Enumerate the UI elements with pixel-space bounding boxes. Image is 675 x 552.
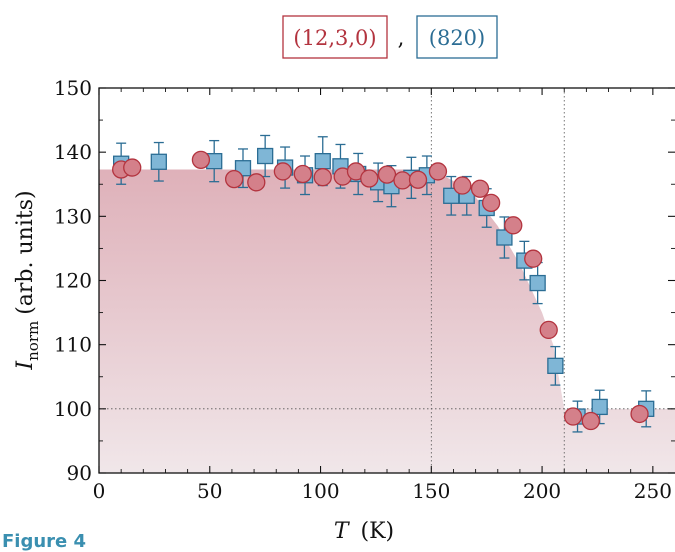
y-tick-label-110: 110 (54, 333, 92, 357)
y-tick-label-140: 140 (54, 140, 92, 164)
data-point-circle-6 (273, 162, 293, 181)
x-axis-symbol: T (334, 519, 351, 543)
data-point-circle-7 (293, 164, 312, 184)
y-tick-label-120: 120 (54, 269, 92, 293)
data-point-square-21 (547, 357, 564, 374)
data-point-circle-12 (377, 165, 397, 184)
x-tick-label-0: 0 (93, 479, 106, 503)
data-point-square-2 (150, 153, 167, 170)
data-point-circle-17 (470, 179, 490, 198)
y-axis-symbol: I (13, 360, 38, 371)
data-point-circle-16 (453, 176, 472, 195)
data-point-square-5 (257, 147, 274, 165)
x-tick-label-150: 150 (412, 479, 450, 503)
legend-box-series-1 (282, 15, 388, 59)
data-point-circle-23 (581, 411, 600, 431)
x-axis-unit: (K) (361, 519, 395, 543)
x-tick-label-200: 200 (523, 479, 561, 503)
y-axis-subscript: norm (24, 321, 42, 361)
data-point-circle-19 (504, 216, 523, 235)
data-point-circle-2 (123, 158, 142, 177)
data-point-square-20 (529, 274, 546, 292)
y-axis-title: Inorm (arb. units) (13, 190, 42, 370)
data-point-circle-5 (247, 173, 266, 192)
data-point-circle-20 (524, 249, 543, 268)
data-point-circle-11 (360, 169, 379, 188)
axes: 0 50 100 150 200 250 90 100 110 120 130 140 150 (54, 76, 675, 503)
figure-caption: Figure 4 (2, 531, 87, 552)
data-point-circle-8 (313, 168, 332, 187)
y-axis-unit: (arb. units) (13, 190, 38, 314)
data-point-circle-24 (630, 404, 649, 424)
data-point-circle-14 (408, 170, 428, 189)
legend-label-series-1: (12,3,0) (293, 26, 376, 50)
data-point-square-18 (496, 229, 513, 246)
x-tick-label-250: 250 (634, 479, 672, 503)
data-point-circle-18 (481, 193, 501, 213)
x-tick-label-50: 50 (197, 479, 222, 503)
x-tick-label-100: 100 (301, 479, 339, 503)
legend-box-series-2 (416, 15, 498, 59)
y-tick-label-150: 150 (54, 76, 92, 100)
data-point-circle-13 (393, 171, 412, 190)
legend-label-series-2: (820) (429, 26, 485, 50)
data-point-circle-21 (539, 320, 558, 340)
data-point-square-23 (591, 398, 608, 416)
data-point-square-8 (314, 152, 331, 170)
y-tick-label-90: 90 (67, 461, 92, 485)
legend-separator: , (398, 26, 405, 50)
plot-area (99, 88, 675, 473)
y-tick-label-130: 130 (54, 204, 92, 228)
data-point-circle-4 (224, 169, 244, 189)
data-point-circle-15 (428, 162, 448, 181)
data-point-circle-22 (563, 407, 583, 426)
shaded-region (99, 169, 675, 473)
y-tick-label-100: 100 (54, 397, 92, 421)
legend: (12,3,0) , (820) (282, 15, 498, 59)
data-point-circle-3 (191, 150, 211, 170)
x-axis-title: T (K) (334, 519, 394, 543)
